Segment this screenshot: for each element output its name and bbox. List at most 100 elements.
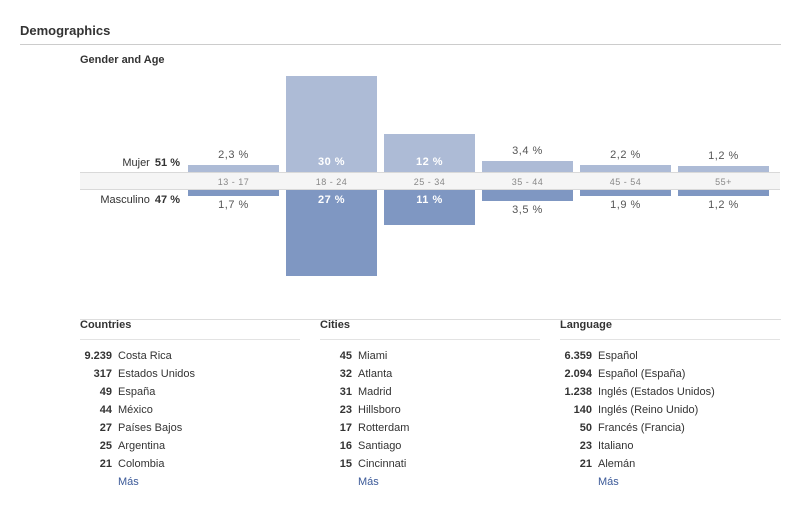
city-count: 45 <box>339 350 352 362</box>
language-name: Español <box>598 350 638 362</box>
city-name: Santiago <box>358 440 402 452</box>
bar-male-13-17 <box>188 190 279 196</box>
language-row: 50 Francés (Francia) <box>560 422 780 440</box>
bar-male-45-54 <box>580 190 671 197</box>
language-count: 23 <box>579 440 592 452</box>
label-female-55+: 1,2 % <box>708 150 739 162</box>
label-male-35-44: 3,5 % <box>512 204 543 217</box>
language-name: Inglés (Estados Unidos) <box>598 386 715 398</box>
city-row: 15 Cincinnati <box>320 458 540 476</box>
language-more-link[interactable]: Más <box>598 476 619 488</box>
countries-heading: Countries <box>80 319 300 340</box>
country-row: 21 Colombia <box>80 458 300 476</box>
male-legend: Masculino 47 % <box>70 194 180 206</box>
city-row: 45 Miami <box>320 350 540 368</box>
label-female-25-34: 12 % <box>415 156 444 168</box>
male-total: 47 % <box>154 194 180 206</box>
countries-panel: Countries 9.239 Costa Rica 317 Estados Unid… <box>80 319 300 494</box>
country-name: Estados Unidos <box>118 368 196 380</box>
language-row: 23 Italiano <box>560 440 780 458</box>
language-name: Italiano <box>598 440 634 452</box>
language-count: 2.094 <box>564 368 592 380</box>
language-count: 50 <box>579 422 592 434</box>
female-total: 51 % <box>154 157 180 169</box>
cities-heading: Cities <box>320 319 540 340</box>
country-row: 49 España <box>80 386 300 404</box>
city-name: Rotterdam <box>358 422 410 434</box>
bar-female-18-24 <box>286 76 377 172</box>
country-more-link[interactable]: Más <box>118 476 139 488</box>
city-more-row: Más <box>320 476 540 494</box>
language-panel: Language 6.359 Español 2.094 Español (Españ… <box>560 319 780 494</box>
label-male-13-17: 1,7 % <box>218 199 249 211</box>
country-name: España <box>118 386 156 398</box>
label-female-35-44: 3,4 % <box>512 145 543 158</box>
language-row: 140 Inglés (Reino Unido) <box>560 404 780 422</box>
city-row: 23 Hillsboro <box>320 404 540 422</box>
cities-list: 45 Miami 32 Atlanta 31 Madrid 23 Hillsboro 17 Rot… <box>320 340 540 494</box>
language-name: Alemán <box>598 458 636 470</box>
language-heading: Language <box>560 319 780 340</box>
countries-list: 9.239 Costa Rica 317 Estados Unidos 49 España… <box>80 340 300 494</box>
country-count: 27 <box>99 422 112 434</box>
label-male-25-34: 11 % <box>416 194 443 206</box>
country-name: Costa Rica <box>118 350 172 362</box>
city-row: 17 Rotterdam <box>320 422 540 440</box>
age-tick-13-17: 13 - 17 <box>217 177 250 187</box>
language-count: 140 <box>573 404 592 416</box>
language-list: 6.359 Español 2.094 Español (España) 1.238 In… <box>560 340 780 494</box>
country-count: 49 <box>99 386 112 398</box>
label-female-45-54: 2,2 % <box>610 148 641 161</box>
bar-female-45-54 <box>580 164 671 172</box>
bar-male-25-34 <box>384 190 475 226</box>
country-row: 9.239 Costa Rica <box>80 350 300 368</box>
language-count: 21 <box>579 458 592 470</box>
city-count: 15 <box>339 458 352 470</box>
city-more-link[interactable]: Más <box>358 476 379 488</box>
city-name: Atlanta <box>358 368 393 380</box>
age-tick-55+: 55+ <box>715 177 732 187</box>
language-row: 21 Alemán <box>560 458 780 476</box>
country-row: 27 Países Bajos <box>80 422 300 440</box>
city-row: 32 Atlanta <box>320 368 540 386</box>
label-female-18-24: 30 % <box>317 156 346 168</box>
bar-male-18-24 <box>286 190 377 277</box>
language-row: 2.094 Español (España) <box>560 368 780 386</box>
language-count: 1.238 <box>564 386 592 398</box>
country-count: 25 <box>99 440 112 452</box>
country-name: Colombia <box>118 458 165 470</box>
city-name: Madrid <box>358 386 392 398</box>
label-female-13-17: 2,3 % <box>218 148 249 161</box>
city-row: 16 Santiago <box>320 440 540 458</box>
page-title: Demographics <box>20 23 111 38</box>
country-name: Países Bajos <box>118 422 183 434</box>
male-series-name: Masculino <box>100 194 150 206</box>
cities-panel: Cities 45 Miami 32 Atlanta 31 Madrid 23 Hillsbo… <box>320 319 540 494</box>
age-tick-25-34: 25 - 34 <box>413 177 446 187</box>
lists-divider <box>80 319 781 320</box>
city-name: Miami <box>358 350 388 362</box>
label-male-45-54: 1,9 % <box>610 199 641 212</box>
country-count: 317 <box>93 368 112 380</box>
country-name: Argentina <box>118 440 166 452</box>
bar-female-55+ <box>678 166 769 172</box>
age-tick-35-44: 35 - 44 <box>511 177 544 187</box>
country-more-row: Más <box>80 476 300 494</box>
language-name: Francés (Francia) <box>598 422 685 434</box>
female-series-name: Mujer <box>122 157 150 169</box>
age-tick-18-24: 18 - 24 <box>315 177 348 187</box>
title-divider <box>20 44 781 45</box>
language-more-row: Más <box>560 476 780 494</box>
chart-title: Gender and Age <box>80 54 165 66</box>
country-count: 21 <box>99 458 112 470</box>
country-name: México <box>118 404 153 416</box>
language-name: Inglés (Reino Unido) <box>598 404 699 416</box>
country-row: 25 Argentina <box>80 440 300 458</box>
female-legend: Mujer 51 % <box>70 157 180 169</box>
bar-male-35-44 <box>482 190 573 202</box>
country-row: 44 México <box>80 404 300 422</box>
label-male-55+: 1,2 % <box>708 199 739 211</box>
city-count: 17 <box>339 422 352 434</box>
language-row: 6.359 Español <box>560 350 780 368</box>
bar-female-25-34 <box>384 133 475 172</box>
